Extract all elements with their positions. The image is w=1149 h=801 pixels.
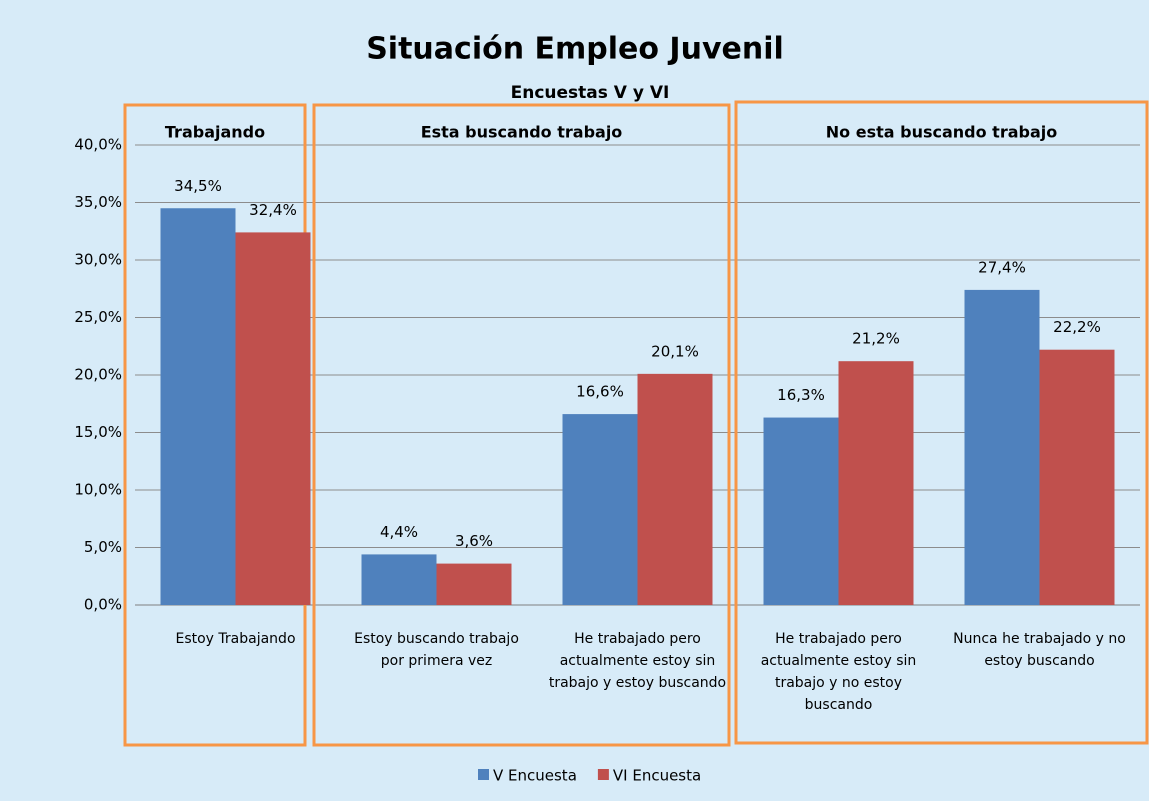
value-label: 3,6%: [455, 532, 493, 550]
value-label: 21,2%: [852, 330, 900, 348]
value-label: 22,2%: [1053, 318, 1101, 336]
legend-swatch: [478, 769, 489, 780]
value-label: 20,1%: [651, 342, 699, 360]
group-box: [734, 100, 1149, 745]
group-label: Esta buscando trabajo: [421, 123, 623, 142]
chart-subtitle: Encuestas V y VI: [511, 83, 670, 103]
bar: [160, 208, 236, 605]
group-label: Trabajando: [165, 123, 265, 142]
y-tick-label: 0,0%: [84, 596, 122, 614]
bar: [436, 563, 512, 605]
y-tick-label: 30,0%: [74, 251, 122, 269]
value-label: 27,4%: [978, 258, 1026, 276]
x-tick-label: Estoy Trabajando: [175, 631, 296, 647]
bar: [562, 414, 638, 605]
bar: [361, 554, 437, 605]
value-label: 4,4%: [380, 523, 418, 541]
x-tick-label: Nunca he trabajado y no estoy buscando: [953, 631, 1126, 669]
value-label: 16,6%: [576, 383, 624, 401]
x-tick-label: He trabajado pero actualmente estoy sin …: [548, 631, 727, 691]
bar: [838, 361, 914, 605]
value-label: 32,4%: [249, 201, 297, 219]
y-tick-label: 35,0%: [74, 193, 122, 211]
legend-label: V Encuesta: [493, 767, 577, 785]
group-label: No esta buscando trabajo: [826, 123, 1057, 142]
chart-title: Situación Empleo Juvenil: [366, 32, 784, 67]
x-tick-label: He trabajado pero actualmente estoy sin …: [760, 631, 917, 713]
x-tick-label: Estoy buscando trabajo por primera vez: [354, 631, 519, 669]
y-tick-label: 10,0%: [74, 481, 122, 499]
bar: [763, 417, 839, 605]
value-label: 16,3%: [777, 386, 825, 404]
y-tick-label: 40,0%: [74, 136, 122, 154]
value-label: 34,5%: [174, 177, 222, 195]
group-box: [312, 103, 731, 747]
legend-label: VI Encuesta: [613, 767, 701, 785]
y-tick-label: 5,0%: [84, 538, 122, 556]
bar: [235, 232, 311, 605]
bar: [964, 289, 1040, 605]
bar: [637, 373, 713, 605]
y-tick-label: 20,0%: [74, 366, 122, 384]
legend-swatch: [597, 769, 609, 780]
bar: [1039, 349, 1115, 605]
y-tick-label: 15,0%: [74, 423, 122, 441]
y-tick-label: 25,0%: [74, 308, 122, 326]
